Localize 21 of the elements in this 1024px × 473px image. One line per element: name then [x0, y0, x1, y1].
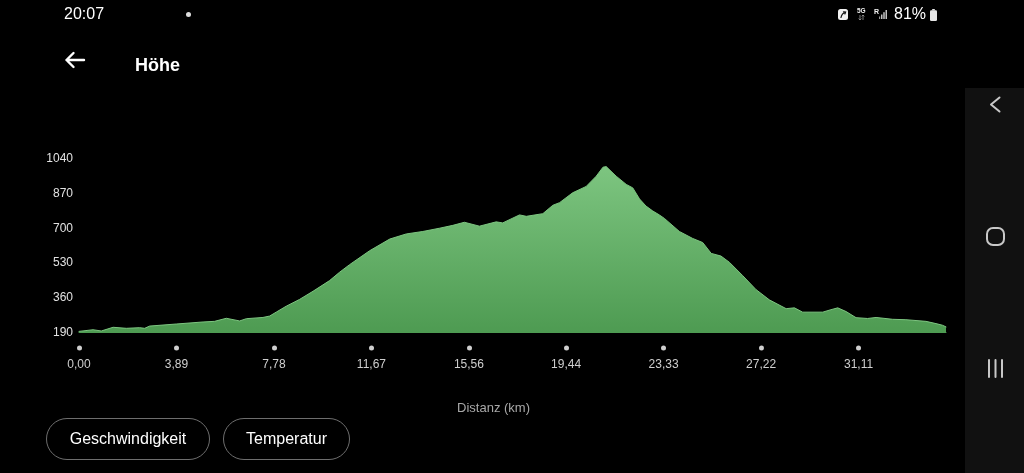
- y-tick-label: 870: [52, 185, 74, 200]
- x-tick-label: 11,67: [356, 357, 387, 371]
- x-tick-label: 3,89: [164, 357, 189, 371]
- text: 81%: [894, 5, 927, 22]
- text: Temperatur: [246, 430, 327, 447]
- y-tick-label: 700: [52, 220, 74, 235]
- text: Geschwindigkeit: [69, 430, 187, 447]
- x-axis-title: Distanz (km): [457, 400, 530, 415]
- text: 20:07: [64, 5, 105, 22]
- x-tick-label: 31,11: [843, 357, 874, 371]
- chart-title: Höhe: [135, 55, 180, 75]
- y-tick-label: 530: [52, 255, 74, 270]
- x-tick-label: 15,56: [453, 357, 485, 371]
- y-tick-label: 1040: [46, 151, 74, 165]
- y-tick-label: 360: [52, 290, 74, 305]
- y-tick-label: 190: [52, 325, 74, 339]
- x-tick-label: 27,22: [746, 357, 777, 371]
- x-tick-label: 19,44: [551, 357, 582, 371]
- x-tick-label: 7,78: [262, 357, 286, 371]
- x-tick-label: 23,33: [648, 357, 679, 371]
- x-tick-label: 0,00: [67, 357, 91, 371]
